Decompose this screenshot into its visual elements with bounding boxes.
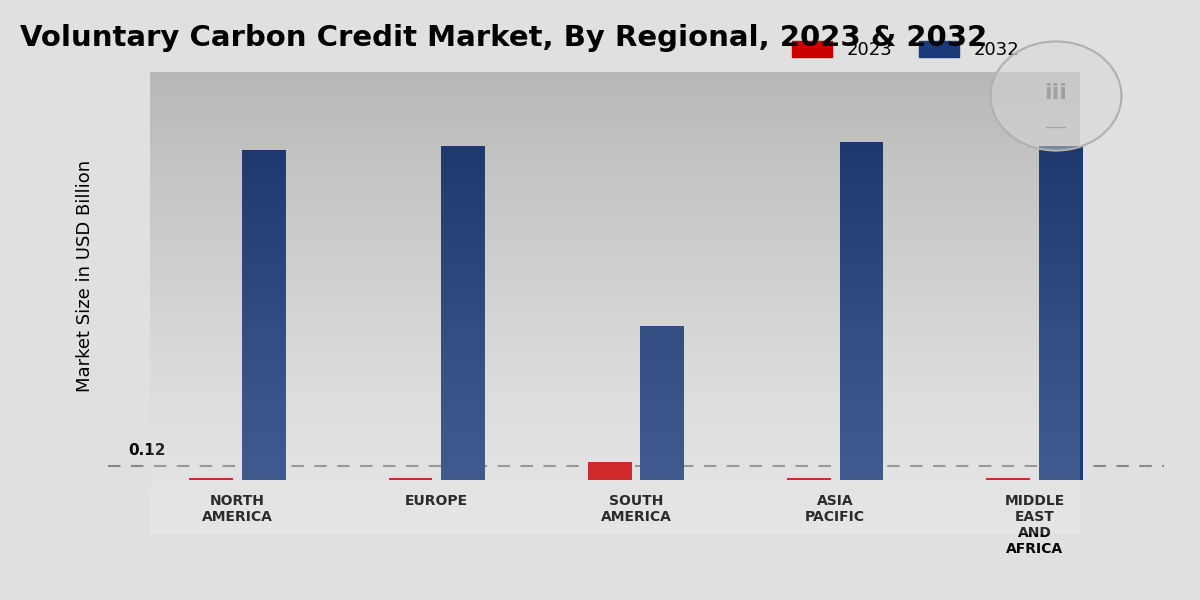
Bar xyxy=(641,326,684,480)
Text: Voluntary Carbon Credit Market, By Regional, 2023 & 2032: Voluntary Carbon Credit Market, By Regio… xyxy=(20,24,988,52)
Legend: 2023, 2032: 2023, 2032 xyxy=(784,32,1028,68)
Bar xyxy=(389,478,432,480)
Bar xyxy=(787,478,830,480)
Text: iii: iii xyxy=(1044,83,1068,103)
Bar xyxy=(442,146,485,480)
Bar xyxy=(242,150,286,480)
Text: 0.12: 0.12 xyxy=(128,443,166,458)
Text: ___: ___ xyxy=(1045,115,1067,129)
Y-axis label: Market Size in USD Billion: Market Size in USD Billion xyxy=(76,160,94,392)
Bar xyxy=(190,478,233,480)
Bar xyxy=(986,478,1030,480)
Bar xyxy=(840,142,883,480)
Bar xyxy=(1039,146,1082,480)
Polygon shape xyxy=(990,41,1122,151)
Bar xyxy=(588,462,631,480)
